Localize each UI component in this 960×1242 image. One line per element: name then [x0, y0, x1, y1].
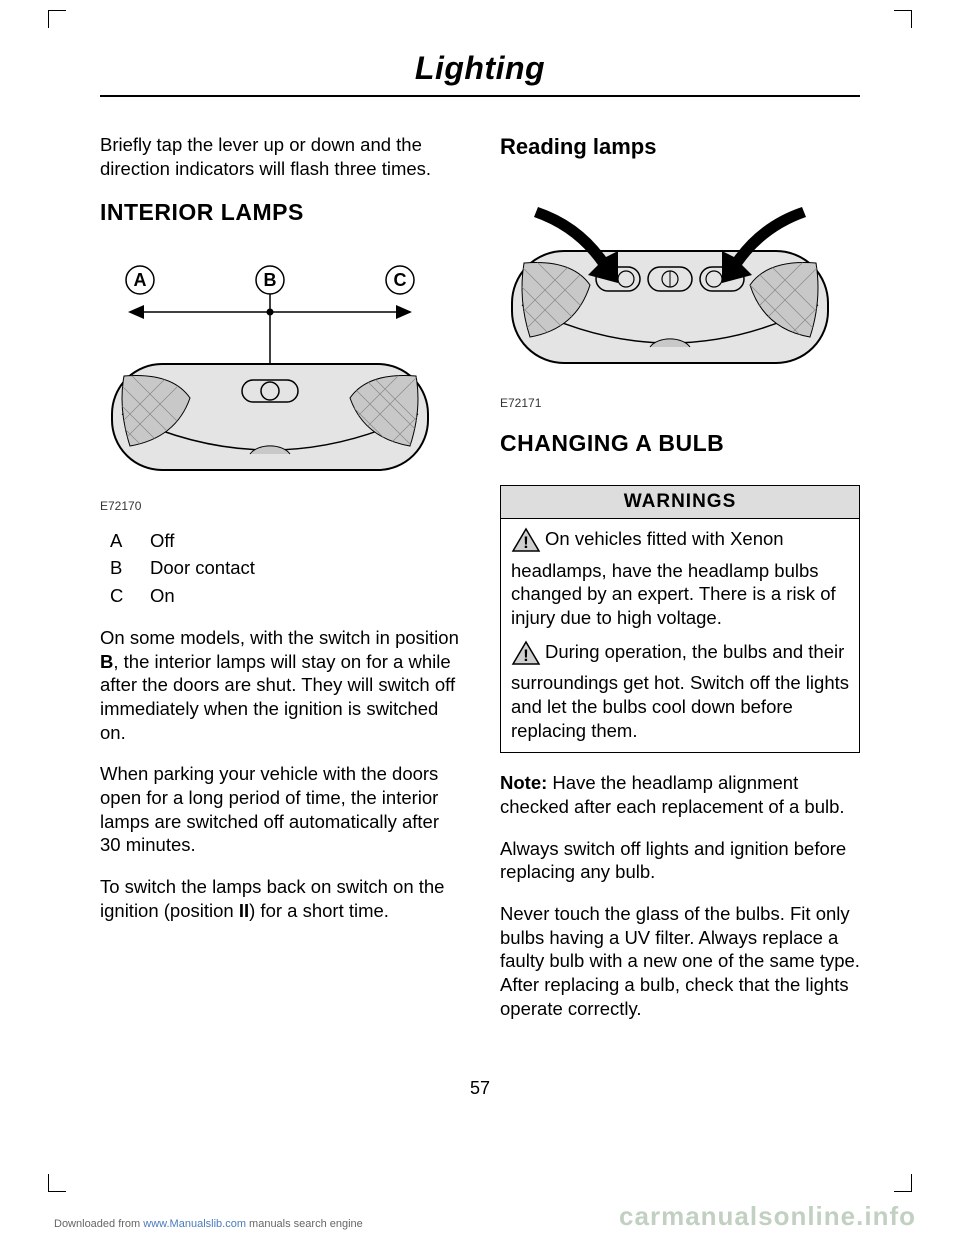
legend-key: A	[110, 529, 150, 553]
warning-text: ! During operation, the bulbs and their …	[511, 640, 849, 743]
body-text: Never touch the glass of the bulbs. Fit …	[500, 902, 860, 1020]
body-text: On some models, with the switch in posit…	[100, 626, 460, 744]
legend-key: C	[110, 584, 150, 608]
reading-lamps-heading: Reading lamps	[500, 133, 860, 161]
figure-ref-1: E72170	[100, 499, 460, 514]
label-a: A	[134, 270, 147, 290]
label-b: B	[264, 270, 277, 290]
body-text: To switch the lamps back on switch on th…	[100, 875, 460, 922]
warning-icon: !	[511, 527, 541, 559]
legend: AOff BDoor contact COn	[110, 529, 460, 608]
legend-val: Door contact	[150, 556, 255, 580]
svg-text:!: !	[523, 646, 529, 665]
footer-link[interactable]: www.Manualslib.com	[143, 1218, 246, 1230]
legend-val: Off	[150, 529, 174, 553]
note-text: Note: Have the headlamp alignment checke…	[500, 771, 860, 818]
watermark: carmanualsonline.info	[619, 1201, 916, 1232]
body-text: Always switch off lights and ignition be…	[500, 837, 860, 884]
page-title: Lighting	[100, 50, 860, 87]
footer: Downloaded from www.Manualslib.com manua…	[54, 1218, 363, 1230]
reading-lamps-figure	[500, 185, 860, 386]
legend-val: On	[150, 584, 175, 608]
page-header: Lighting	[100, 50, 860, 97]
body-text: When parking your vehicle with the doors…	[100, 762, 460, 857]
svg-text:!: !	[523, 533, 529, 552]
figure-ref-2: E72171	[500, 396, 860, 411]
warning-text: ! On vehicles fitted with Xenon headlamp…	[511, 527, 849, 630]
changing-bulb-heading: CHANGING A BULB	[500, 429, 860, 458]
left-column: Briefly tap the lever up or down and the…	[100, 133, 460, 1038]
warnings-title: WARNINGS	[501, 486, 859, 519]
right-column: Reading lamps	[500, 133, 860, 1038]
label-c: C	[394, 270, 407, 290]
legend-key: B	[110, 556, 150, 580]
warnings-box: WARNINGS ! On vehicles fitted with Xenon…	[500, 485, 860, 754]
intro-text: Briefly tap the lever up or down and the…	[100, 133, 460, 180]
page-number: 57	[100, 1078, 860, 1099]
interior-lamps-figure: A B C	[100, 254, 460, 490]
warning-icon: !	[511, 640, 541, 672]
interior-lamps-heading: INTERIOR LAMPS	[100, 198, 460, 227]
